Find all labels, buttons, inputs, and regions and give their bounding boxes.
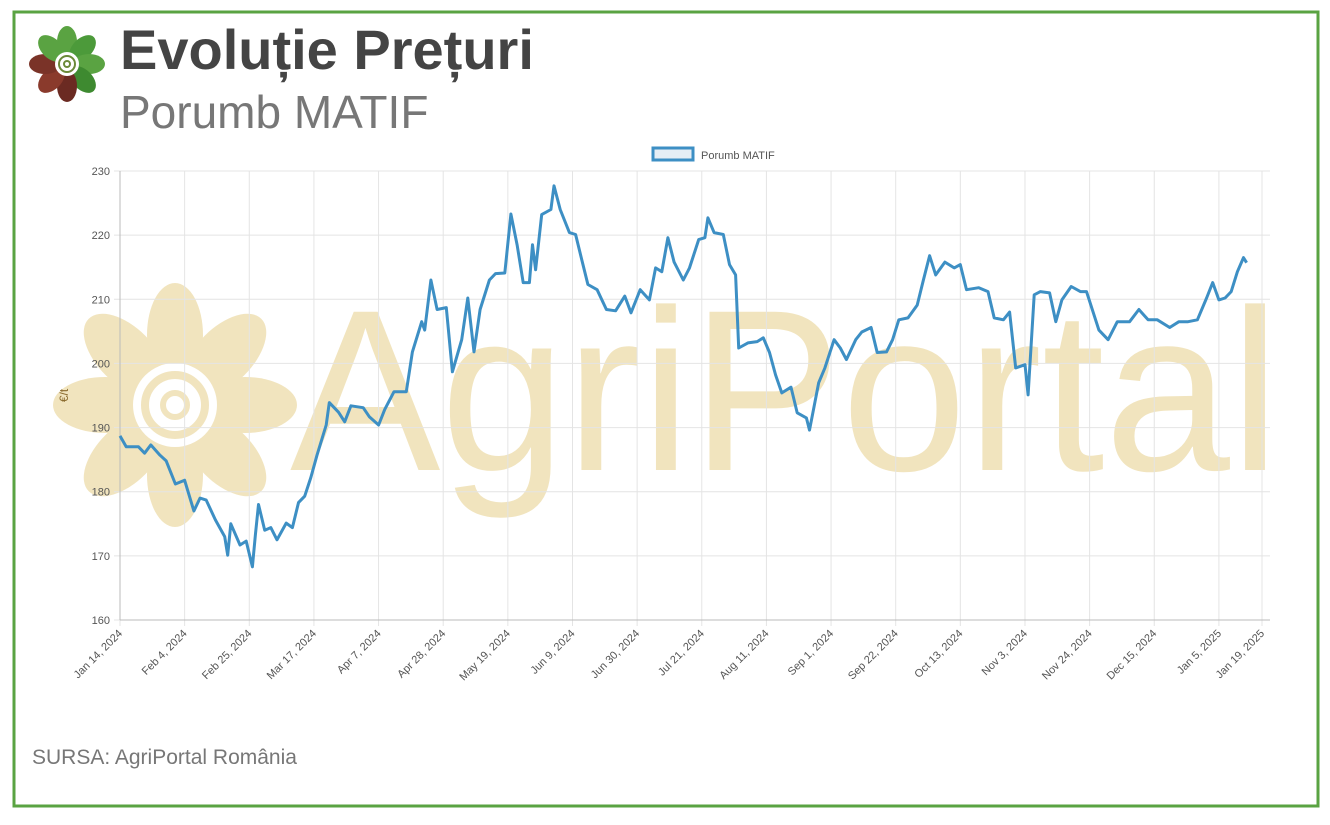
title: Evoluție Prețuri bbox=[120, 18, 534, 82]
y-tick-label: 200 bbox=[92, 358, 110, 370]
y-tick-label: 220 bbox=[92, 230, 110, 242]
legend-swatch bbox=[651, 146, 695, 162]
source: SURSA: AgriPortal România bbox=[32, 746, 297, 769]
y-tick-label: 190 bbox=[92, 423, 110, 435]
watermark-sun bbox=[53, 283, 297, 527]
data-line bbox=[118, 184, 1248, 569]
frame bbox=[12, 10, 1320, 808]
y-tick-label: 230 bbox=[92, 166, 110, 178]
y-tick-label: 180 bbox=[92, 487, 110, 499]
subtitle: Porumb MATIF bbox=[120, 86, 428, 138]
y-tick-label: 160 bbox=[92, 615, 110, 627]
legend-label: Porumb MATIF bbox=[701, 150, 775, 162]
logo bbox=[29, 26, 105, 102]
y-tick-label: 170 bbox=[92, 551, 110, 563]
y-tick-label: 210 bbox=[92, 294, 110, 306]
y-axis-label: €/t bbox=[57, 388, 71, 402]
watermark: AgriPortal bbox=[53, 262, 1280, 527]
